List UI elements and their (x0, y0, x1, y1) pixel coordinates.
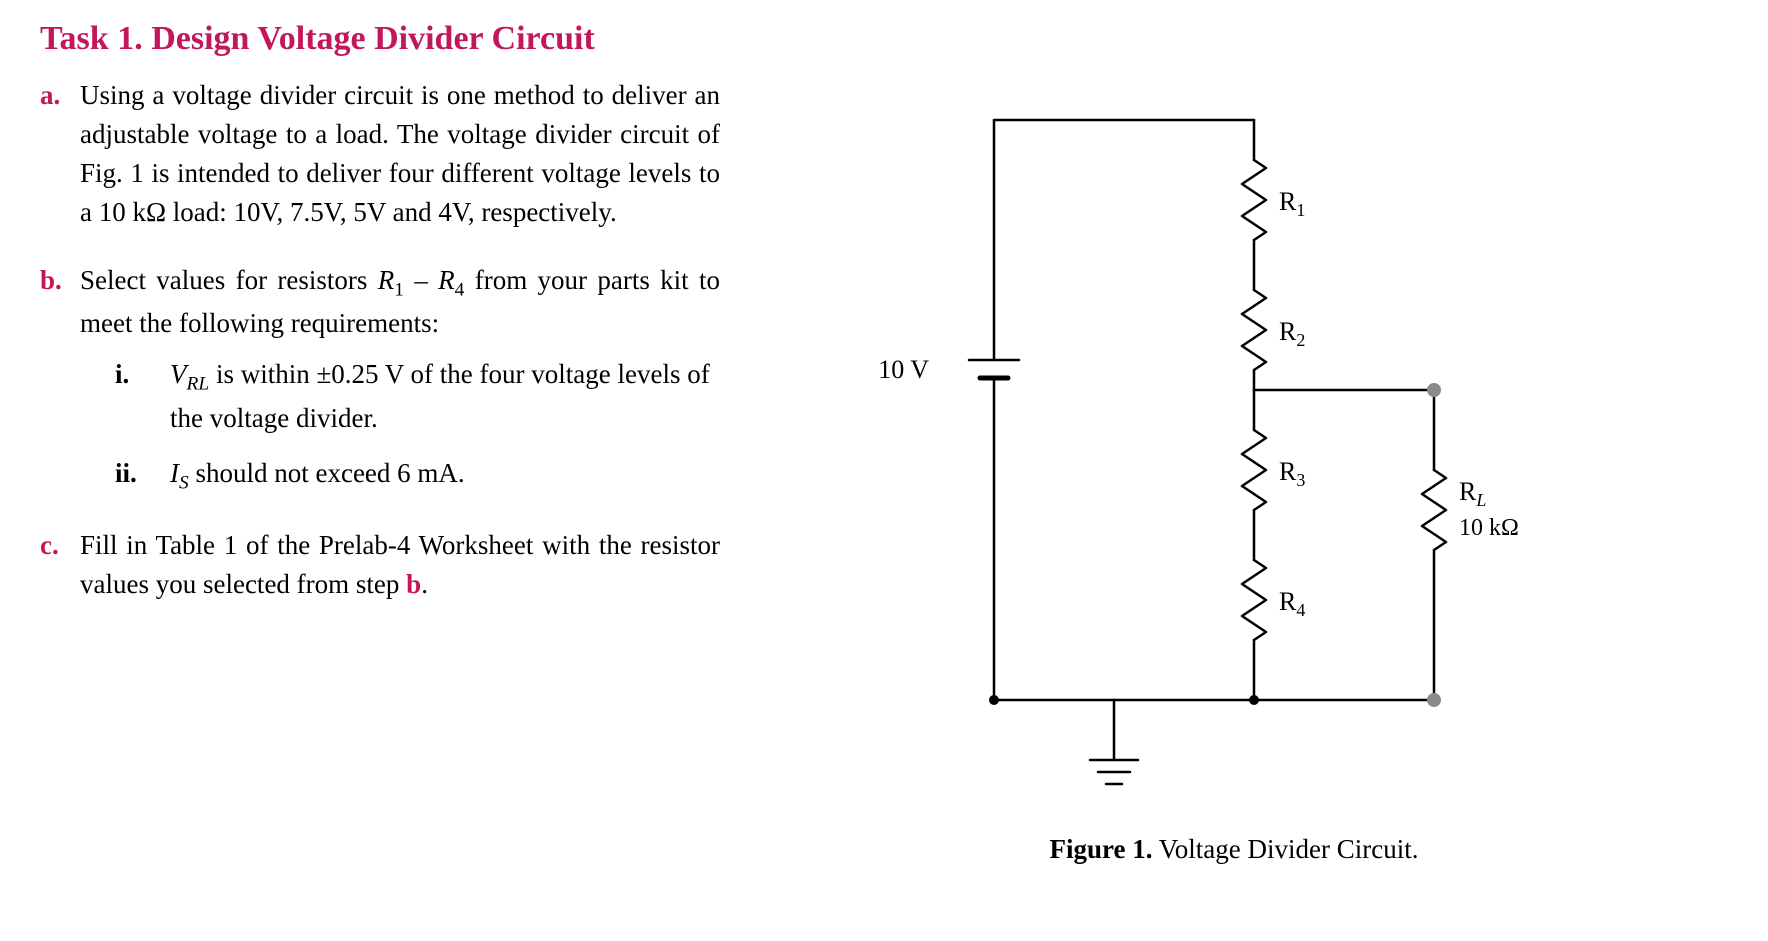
source-label: 10 V (878, 355, 929, 384)
text-column: Task 1. Design Voltage Divider Circuit a… (40, 20, 740, 632)
task-title: Task 1. Design Voltage Divider Circuit (40, 20, 720, 58)
item-b-marker: b. (40, 261, 62, 300)
figure-caption-text: Voltage Divider Circuit. (1153, 834, 1419, 864)
label-r1: R1 (1279, 187, 1305, 220)
item-a-text: Using a voltage divider circuit is one m… (80, 80, 720, 227)
sub-list-b: i. VRL is within ±0.25 V of the four vol… (80, 355, 720, 497)
item-c: c. Fill in Table 1 of the Prelab-4 Works… (80, 526, 720, 604)
label-r2: R2 (1279, 317, 1305, 350)
item-b: b. Select values for resistors R1 – R4 f… (80, 261, 720, 498)
item-a-marker: a. (40, 76, 60, 115)
sub-ii-text: should not exceed 6 mA. (189, 458, 465, 488)
label-rl: RL (1459, 477, 1486, 510)
sub-i-text: is within ±0.25 V of the four voltage le… (170, 359, 710, 433)
sub-item-ii: ii. IS should not exceed 6 mA. (170, 454, 720, 498)
label-rl-value: 10 kΩ (1459, 515, 1519, 541)
item-c-prefix: Fill in Table 1 of the Prelab-4 Workshee… (80, 530, 720, 599)
sub-ii-marker: ii. (115, 454, 137, 493)
task-list: a. Using a voltage divider circuit is on… (40, 76, 720, 604)
item-b-prefix: Select values for resistors (80, 265, 378, 295)
page-root: Task 1. Design Voltage Divider Circuit a… (0, 0, 1768, 885)
sub-item-i: i. VRL is within ±0.25 V of the four vol… (170, 355, 720, 438)
label-r3: R3 (1279, 457, 1305, 490)
item-c-suffix: . (421, 569, 428, 599)
figure-column: 10 V R1 R2 R3 R4 RL 10 kΩ Figure 1. Volt… (740, 20, 1728, 865)
circuit-diagram: 10 V R1 R2 R3 R4 RL 10 kΩ (874, 60, 1594, 820)
item-a: a. Using a voltage divider circuit is on… (80, 76, 720, 233)
figure-caption-label: Figure 1. (1050, 834, 1153, 864)
label-r4: R4 (1279, 587, 1305, 620)
item-c-step-ref: b (406, 569, 421, 599)
sub-i-marker: i. (115, 355, 129, 394)
item-c-marker: c. (40, 526, 59, 565)
figure-caption: Figure 1. Voltage Divider Circuit. (1050, 834, 1419, 865)
